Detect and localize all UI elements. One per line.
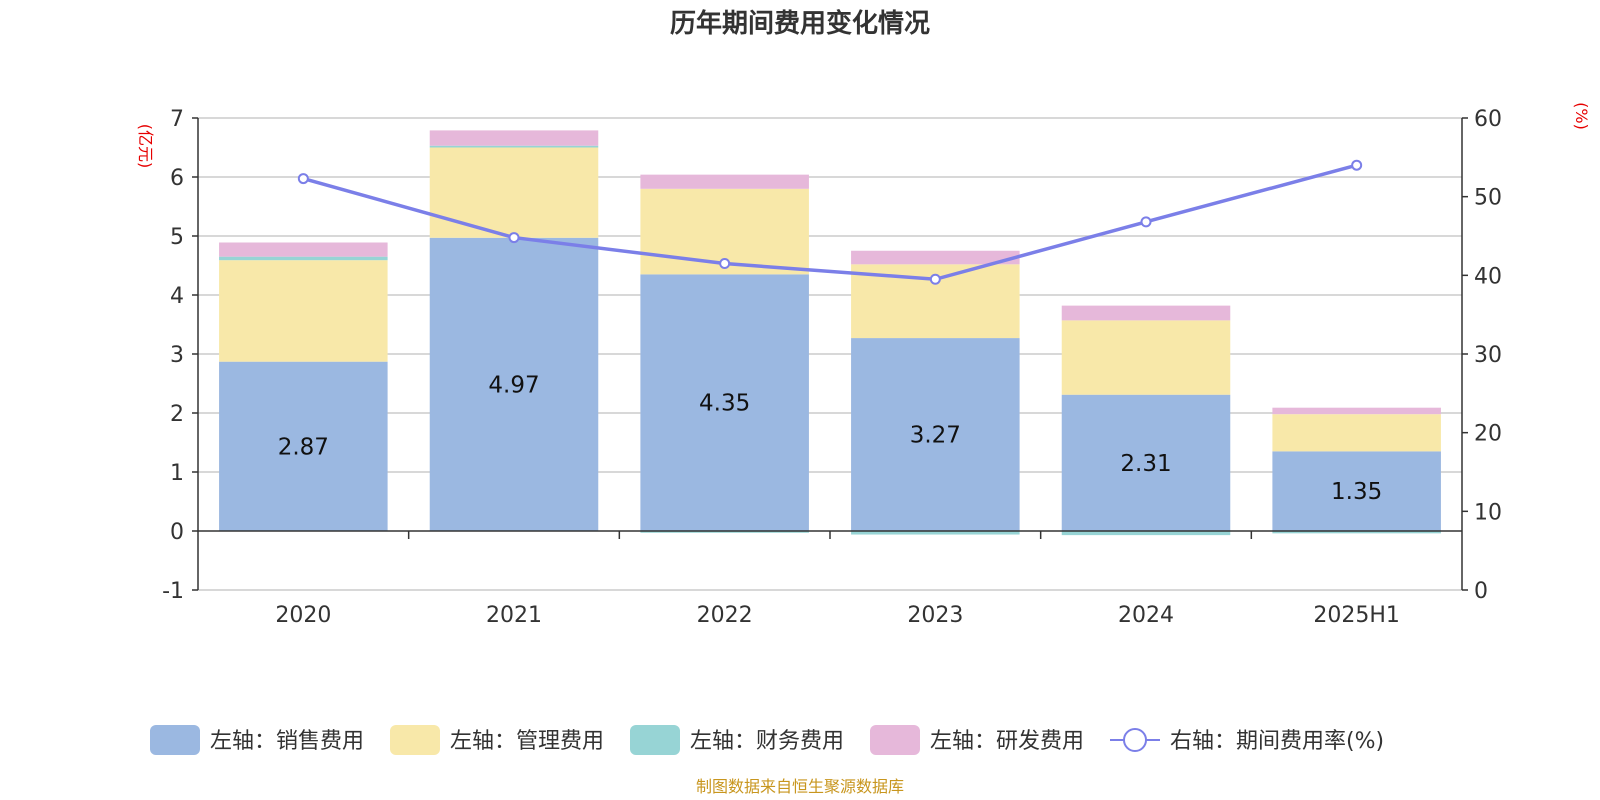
data-label: 3.27	[910, 423, 961, 449]
left-tick-label: 4	[170, 284, 184, 309]
legend-swatch	[630, 725, 680, 755]
legend-label: 左轴：销售费用	[210, 729, 364, 754]
bar-4-2023	[851, 250, 1020, 265]
legend-marker	[1123, 728, 1147, 752]
legend-item: 左轴：研发费用	[870, 725, 1084, 755]
left-tick-label: -1	[162, 579, 184, 604]
bar-1-2021	[429, 237, 599, 531]
x-tick-label: 2024	[1118, 603, 1174, 628]
x-tick-label: 2022	[697, 603, 753, 628]
legend-item: 左轴：管理费用	[390, 725, 604, 755]
bar-1-2020	[219, 361, 388, 531]
rate-point-2023	[929, 273, 941, 285]
bar-3-2021	[429, 145, 599, 148]
bar-1-2023	[851, 338, 1020, 531]
bar-3-2025H1	[1272, 531, 1441, 534]
rate-point-2022	[719, 258, 731, 270]
rate-line	[302, 163, 1358, 282]
legend: 左轴：销售费用 左轴：管理费用 左轴：财务费用 左轴：研发费用 右轴：期间费用率(%)	[150, 725, 1384, 755]
legend-swatch	[870, 725, 920, 755]
line-layer	[297, 159, 1363, 285]
left-tick-label: 3	[170, 343, 184, 368]
bar-4-2025H1	[1272, 407, 1441, 415]
bar-4-2024	[1061, 305, 1231, 321]
legend-label: 左轴：管理费用	[450, 729, 604, 754]
bar-1-2025H1	[1272, 451, 1441, 531]
bar-layer	[219, 130, 1441, 536]
bar-3-2022	[640, 531, 809, 533]
data-label: 4.97	[488, 372, 539, 398]
axes: -1 0 1 2 3 4 5 6 7 0 10 20 30 40 50 60 2020 2021 2022 2023 2…	[136, 102, 1591, 628]
bar-1-2022	[640, 274, 809, 531]
bar-3-2023	[851, 531, 1020, 535]
bar-2-2025H1	[1272, 414, 1441, 452]
right-tick-label: 60	[1474, 107, 1502, 132]
bar-2-2021	[429, 147, 599, 238]
data-label: 2.31	[1120, 451, 1171, 477]
rate-point-2024	[1140, 216, 1152, 228]
data-labels: 2.87 4.97 4.35 3.27 2.31 1.35	[278, 372, 1383, 505]
bar-1-2024	[1061, 394, 1231, 531]
data-label: 1.35	[1331, 479, 1382, 505]
left-tick-label: 7	[170, 107, 184, 132]
right-tick-label: 10	[1474, 500, 1502, 525]
bar-2-2020	[219, 260, 388, 362]
x-tick-label: 2025H1	[1313, 603, 1400, 628]
grid-lines	[198, 117, 1462, 591]
legend-item: 右轴：期间费用率(%)	[1110, 728, 1384, 754]
left-axis-unit: (亿元)	[136, 124, 155, 169]
bar-4-2022	[640, 174, 809, 189]
rate-point-2020	[297, 173, 309, 185]
right-tick-label: 30	[1474, 343, 1502, 368]
legend-swatch	[390, 725, 440, 755]
data-label: 2.87	[278, 434, 329, 460]
legend-item: 左轴：销售费用	[150, 725, 364, 755]
x-tick-label: 2021	[486, 603, 542, 628]
left-tick-label: 1	[170, 461, 184, 486]
legend-label: 左轴：研发费用	[930, 729, 1084, 754]
source-note: 制图数据来自恒生聚源数据库	[696, 777, 904, 796]
left-tick-label: 0	[170, 520, 184, 545]
left-tick-label: 2	[170, 402, 184, 427]
legend-swatch	[150, 725, 200, 755]
right-tick-label: 20	[1474, 422, 1502, 447]
x-tick-label: 2023	[907, 603, 963, 628]
bar-4-2021	[429, 130, 599, 146]
data-label: 4.35	[699, 391, 750, 417]
left-tick-label: 5	[170, 225, 184, 250]
left-tick-label: 6	[170, 166, 184, 191]
bar-2-2024	[1061, 320, 1231, 395]
legend-label: 右轴：期间费用率(%)	[1170, 729, 1384, 754]
rate-point-2021	[508, 232, 520, 244]
legend-label: 左轴：财务费用	[690, 729, 844, 754]
right-axis-unit: (%)	[1572, 102, 1591, 130]
right-tick-label: 0	[1474, 579, 1488, 604]
bar-3-2024	[1061, 531, 1231, 536]
bar-4-2020	[219, 242, 388, 257]
right-tick-label: 50	[1474, 186, 1502, 211]
legend-item: 左轴：财务费用	[630, 725, 844, 755]
rate-point-2025H1	[1351, 159, 1363, 171]
bar-3-2020	[219, 256, 388, 261]
chart-title: 历年期间费用变化情况	[670, 8, 930, 39]
right-tick-label: 40	[1474, 264, 1502, 289]
x-tick-label: 2020	[275, 603, 331, 628]
